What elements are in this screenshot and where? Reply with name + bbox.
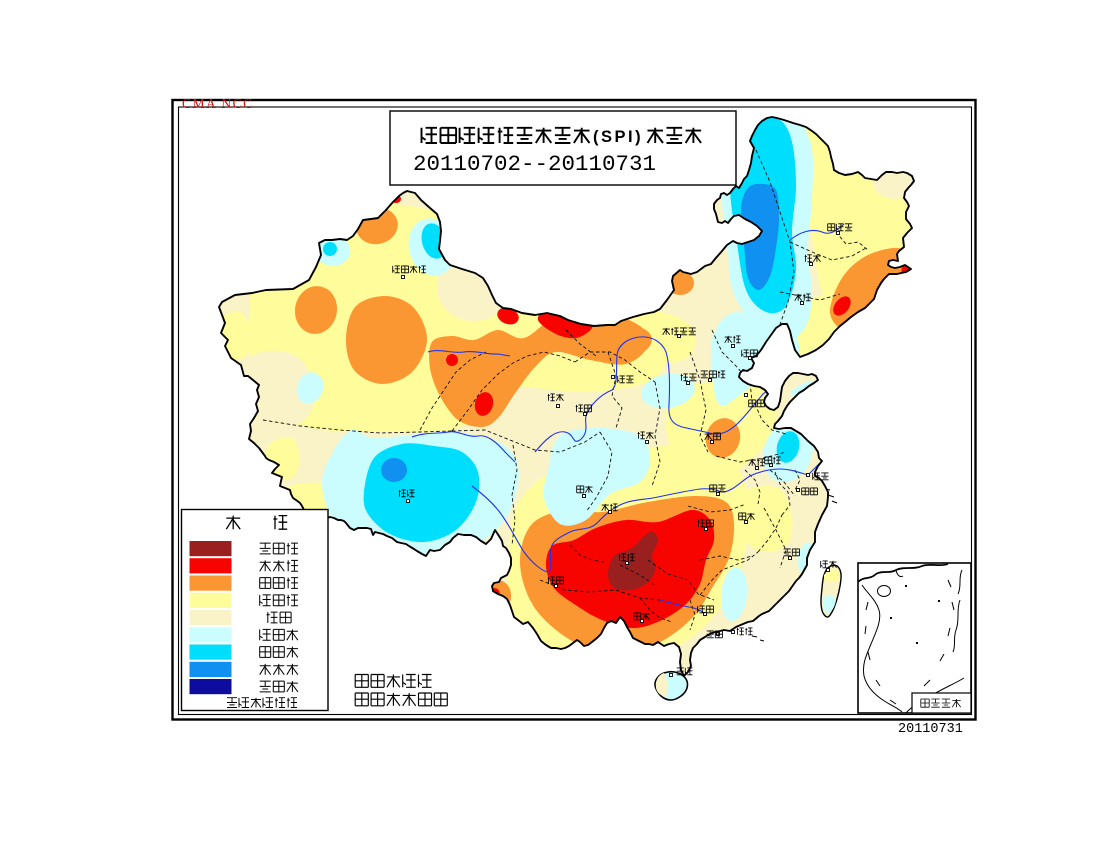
- svg-text:20110731: 20110731: [898, 722, 963, 737]
- svg-text:CMA NCC: CMA NCC: [182, 96, 254, 111]
- svg-text:20110702--20110731: 20110702--20110731: [413, 151, 656, 177]
- svg-text:(SPI): (SPI): [593, 128, 643, 146]
